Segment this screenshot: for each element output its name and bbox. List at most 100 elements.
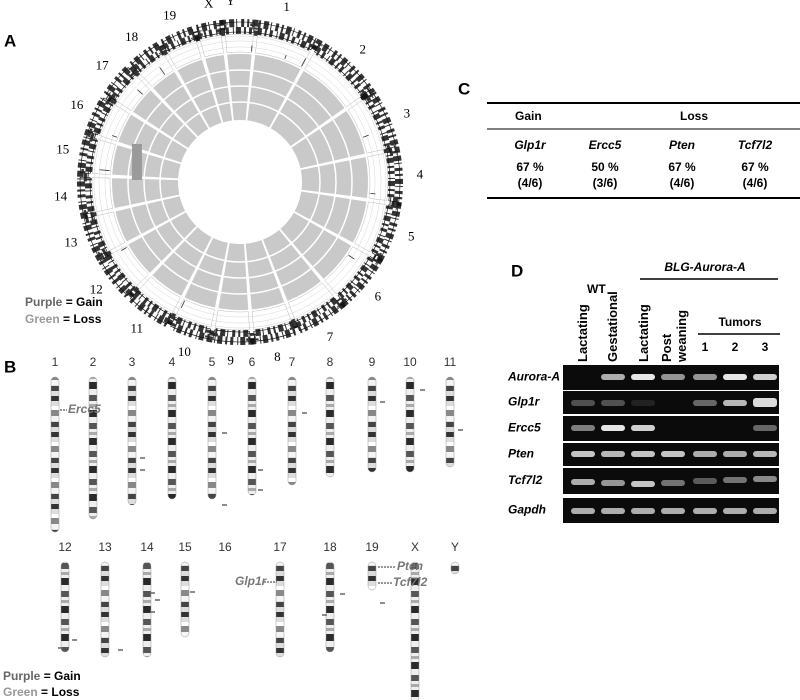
gel-row: [563, 416, 779, 441]
cnv-sector: [177, 59, 222, 128]
table-header: Loss: [680, 109, 708, 123]
gel-band: [723, 451, 747, 457]
chromosome: [325, 561, 335, 653]
chromosome-label: 6: [249, 355, 256, 369]
chromosome-label: 16: [218, 540, 232, 554]
ideogram-bands: [165, 312, 216, 343]
ideogram-bands: [309, 38, 376, 101]
gel-band: [631, 400, 655, 406]
percent-cell: 50 %: [591, 160, 619, 174]
gene-name: Pten: [669, 138, 695, 152]
fraction-cell: (4/6): [743, 176, 768, 190]
lane-label: Post weaning: [659, 309, 689, 362]
ideogram-bands: [83, 92, 118, 140]
chromosome: [180, 561, 190, 638]
ideogram-bands: [125, 286, 177, 329]
gel-band: [723, 400, 747, 406]
ideogram-bands: [360, 88, 400, 154]
gel-row: [563, 391, 779, 414]
cnv-spike: [121, 247, 127, 251]
fraction-cell: (4/6): [518, 176, 543, 190]
chromosome: [410, 561, 420, 700]
chromosome: [405, 376, 415, 473]
chromosome: [207, 376, 217, 500]
chromosome: [88, 376, 98, 520]
chromosome: [167, 376, 177, 500]
chromosome-label: 9: [369, 355, 376, 369]
ideogram-bands: [126, 39, 169, 77]
gel-band: [753, 508, 777, 514]
panel-label: A: [4, 31, 16, 50]
chromosome: [127, 376, 137, 506]
row-label: Ercc5: [508, 421, 541, 435]
chromosome-label: 12: [90, 281, 103, 296]
legend-color: Purple: [25, 295, 63, 309]
track: [91, 177, 113, 213]
ring: [143, 85, 337, 279]
gene-name: Ercc5: [589, 138, 622, 152]
cnv-sector: [118, 114, 188, 163]
ring: [159, 101, 321, 263]
gel-band: [571, 479, 595, 485]
chromosome-label: 1: [52, 355, 59, 369]
chromosome-label: 18: [323, 540, 337, 554]
ideogram-bands: [95, 250, 140, 301]
gel-band: [631, 508, 655, 514]
gel-bands: [571, 374, 777, 514]
track: [304, 53, 362, 108]
cnv-sector: [291, 110, 365, 169]
track: [287, 282, 334, 320]
chromosome-label: 4: [417, 167, 424, 182]
gel-band: [753, 398, 777, 407]
chromosome-label: 18: [125, 29, 138, 44]
gel-band: [693, 508, 717, 514]
chromosome-label: 14: [140, 540, 154, 554]
gel-band: [601, 451, 625, 457]
ideogram-bands: [208, 326, 255, 345]
ideogram-bands: [156, 25, 201, 56]
cnv-spike: [348, 254, 355, 260]
gel-row: [563, 468, 779, 494]
gel-band: [753, 425, 777, 431]
track: [225, 33, 254, 53]
chromosome: [60, 561, 70, 653]
track: [115, 75, 150, 111]
chromosome: [445, 376, 455, 468]
cnv-sector: [280, 212, 352, 279]
lane-label: Gestational: [605, 291, 620, 362]
track: [214, 309, 250, 331]
gel-band: [753, 476, 777, 482]
lane-label: Lactating: [575, 304, 590, 362]
gel-band: [693, 478, 717, 484]
legend-text: = Loss: [63, 312, 102, 326]
cnv-sector: [152, 227, 212, 296]
chromosome-label: 3: [404, 106, 411, 121]
chromosome-label: X: [411, 540, 419, 554]
track: [354, 201, 387, 253]
chromosome-label: 3: [129, 355, 136, 369]
chromosome: [100, 561, 110, 658]
chromosome-label: 10: [178, 344, 191, 359]
track: [95, 211, 126, 252]
chromosome-label: 7: [289, 355, 296, 369]
gel-band: [571, 508, 595, 514]
chromosome: [275, 561, 285, 658]
gel-band: [661, 374, 685, 380]
lane-label: 2: [732, 340, 739, 354]
track: [324, 246, 369, 295]
gel-band: [601, 374, 625, 380]
fraction-cell: (4/6): [670, 176, 695, 190]
legend-color: Purple: [3, 669, 41, 683]
chromosome-label: 8: [274, 349, 281, 364]
track: [110, 245, 149, 288]
gel-band: [723, 374, 747, 380]
fraction-cell: (3/6): [593, 176, 618, 190]
chromosome-label: Y: [451, 540, 459, 554]
cnv-spike: [137, 89, 143, 95]
cnv-sector: [294, 191, 367, 243]
chromosome-label: 17: [96, 57, 110, 72]
gel-band: [601, 425, 625, 431]
